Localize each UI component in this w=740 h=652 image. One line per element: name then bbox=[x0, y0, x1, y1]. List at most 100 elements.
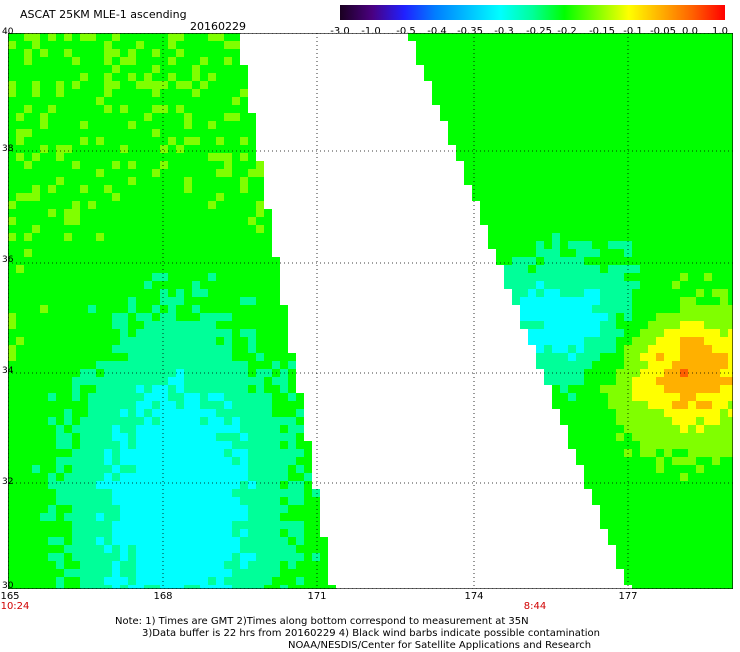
wind-cell bbox=[672, 281, 680, 289]
wind-cell bbox=[128, 513, 136, 521]
wind-cell bbox=[32, 409, 40, 417]
wind-cell bbox=[616, 353, 624, 361]
wind-cell bbox=[224, 377, 232, 385]
wind-cell bbox=[656, 297, 664, 305]
wind-cell bbox=[536, 153, 544, 161]
wind-cell bbox=[704, 57, 712, 65]
wind-cell bbox=[40, 249, 48, 257]
wind-cell bbox=[576, 305, 584, 313]
wind-cell bbox=[72, 521, 80, 529]
wind-cell bbox=[176, 153, 184, 161]
wind-cell bbox=[8, 97, 16, 105]
wind-cell bbox=[544, 121, 552, 129]
wind-cell bbox=[560, 321, 568, 329]
wind-cell bbox=[656, 393, 664, 401]
wind-cell bbox=[240, 553, 248, 561]
wind-cell bbox=[608, 249, 616, 257]
wind-cell bbox=[264, 385, 272, 393]
wind-cell bbox=[88, 273, 96, 281]
wind-cell bbox=[608, 273, 616, 281]
wind-cell bbox=[216, 553, 224, 561]
wind-cell bbox=[560, 57, 568, 65]
wind-cell bbox=[656, 449, 664, 457]
wind-cell bbox=[112, 217, 120, 225]
wind-cell bbox=[712, 537, 720, 545]
wind-cell bbox=[576, 241, 584, 249]
wind-cell bbox=[680, 377, 688, 385]
wind-cell bbox=[48, 89, 56, 97]
wind-cell bbox=[88, 225, 96, 233]
wind-cell bbox=[8, 177, 16, 185]
wind-cell bbox=[696, 193, 704, 201]
wind-cell bbox=[80, 497, 88, 505]
wind-cell bbox=[632, 169, 640, 177]
wind-cell bbox=[552, 129, 560, 137]
wind-cell bbox=[472, 129, 480, 137]
wind-cell bbox=[152, 433, 160, 441]
wind-cell bbox=[136, 433, 144, 441]
wind-cell bbox=[720, 417, 728, 425]
wind-cell bbox=[104, 313, 112, 321]
wind-cell bbox=[688, 337, 696, 345]
wind-cell bbox=[272, 377, 280, 385]
wind-cell bbox=[536, 265, 544, 273]
wind-cell bbox=[224, 241, 232, 249]
wind-cell bbox=[656, 361, 664, 369]
wind-cell bbox=[176, 353, 184, 361]
wind-cell bbox=[472, 145, 480, 153]
wind-cell bbox=[544, 57, 552, 65]
wind-cell bbox=[72, 321, 80, 329]
wind-cell bbox=[8, 385, 16, 393]
wind-cell bbox=[568, 193, 576, 201]
wind-cell bbox=[728, 561, 733, 569]
wind-cell bbox=[104, 289, 112, 297]
wind-cell bbox=[720, 89, 728, 97]
wind-cell bbox=[536, 161, 544, 169]
wind-cell bbox=[712, 385, 720, 393]
wind-cell bbox=[696, 449, 704, 457]
wind-cell bbox=[32, 385, 40, 393]
wind-cell bbox=[16, 233, 24, 241]
wind-cell bbox=[720, 305, 728, 313]
wind-cell bbox=[656, 489, 664, 497]
wind-cell bbox=[528, 33, 536, 41]
wind-cell bbox=[600, 401, 608, 409]
wind-cell bbox=[160, 137, 168, 145]
wind-cell bbox=[672, 473, 680, 481]
wind-cell bbox=[632, 401, 640, 409]
wind-cell bbox=[112, 193, 120, 201]
wind-cell bbox=[176, 585, 184, 589]
wind-cell bbox=[488, 49, 496, 57]
wind-cell bbox=[208, 217, 216, 225]
wind-cell bbox=[32, 425, 40, 433]
wind-cell bbox=[24, 225, 32, 233]
wind-cell bbox=[248, 537, 256, 545]
wind-cell bbox=[192, 185, 200, 193]
wind-cell bbox=[720, 281, 728, 289]
wind-cell bbox=[176, 265, 184, 273]
wind-cell bbox=[560, 177, 568, 185]
wind-cell bbox=[728, 385, 733, 393]
wind-cell bbox=[584, 177, 592, 185]
wind-cell bbox=[88, 241, 96, 249]
wind-cell bbox=[136, 217, 144, 225]
wind-cell bbox=[200, 297, 208, 305]
wind-cell bbox=[160, 273, 168, 281]
wind-cell bbox=[648, 97, 656, 105]
wind-cell bbox=[128, 329, 136, 337]
wind-cell bbox=[208, 49, 216, 57]
wind-cell bbox=[144, 217, 152, 225]
wind-cell bbox=[560, 241, 568, 249]
wind-cell bbox=[208, 329, 216, 337]
wind-cell bbox=[656, 385, 664, 393]
wind-cell bbox=[664, 209, 672, 217]
wind-cell bbox=[128, 145, 136, 153]
wind-cell bbox=[96, 329, 104, 337]
wind-cell bbox=[184, 585, 192, 589]
wind-cell bbox=[280, 577, 288, 585]
wind-cell bbox=[136, 577, 144, 585]
wind-cell bbox=[664, 473, 672, 481]
wind-cell bbox=[440, 97, 448, 105]
wind-cell bbox=[544, 249, 552, 257]
wind-cell bbox=[512, 33, 520, 41]
